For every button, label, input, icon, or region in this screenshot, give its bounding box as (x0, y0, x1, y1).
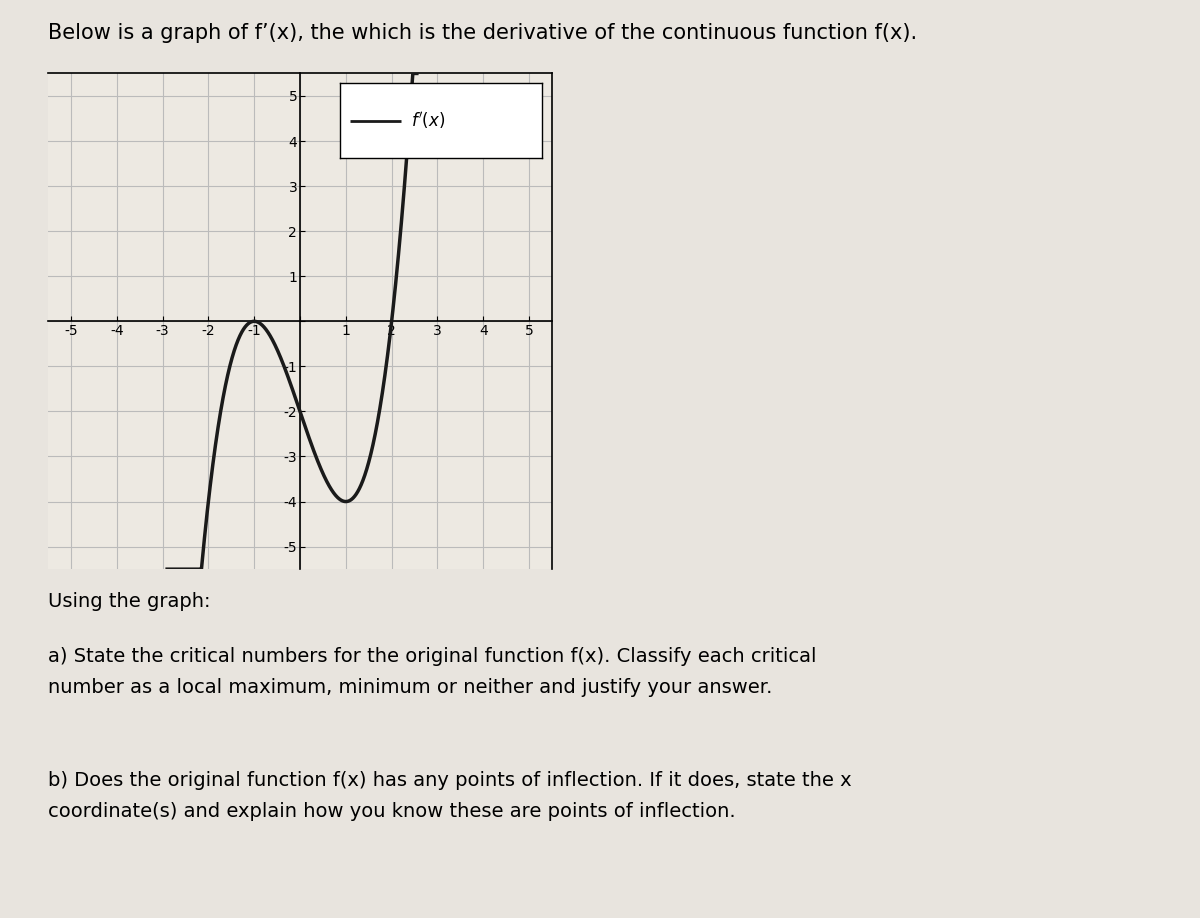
Text: b) Does the original function f(x) has any points of inflection. If it does, sta: b) Does the original function f(x) has a… (48, 771, 852, 821)
Text: a) State the critical numbers for the original function f(x). Classify each crit: a) State the critical numbers for the or… (48, 647, 816, 697)
Text: Using the graph:: Using the graph: (48, 592, 210, 611)
Text: Below is a graph of f’(x), the which is the derivative of the continuous functio: Below is a graph of f’(x), the which is … (48, 23, 917, 43)
